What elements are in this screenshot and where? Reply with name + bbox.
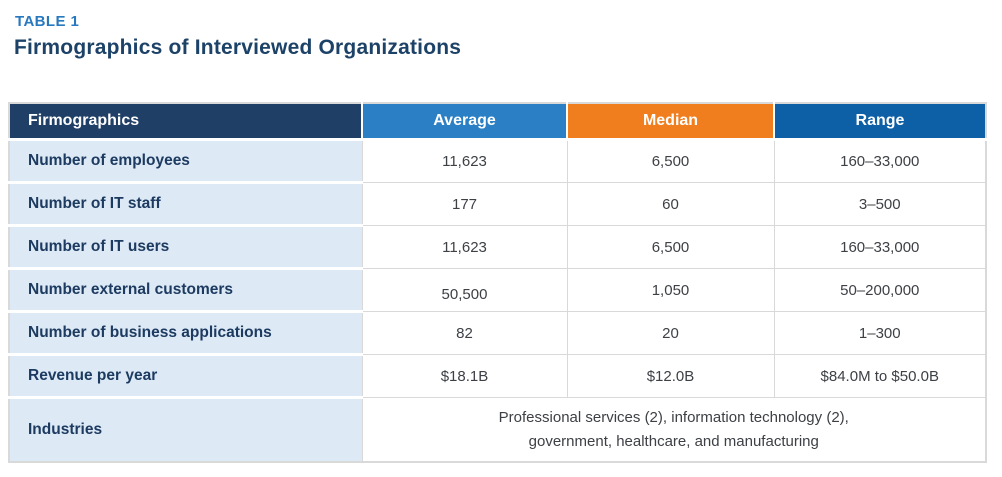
column-header-median: Median bbox=[566, 103, 774, 141]
range-value: 160–33,000 bbox=[774, 225, 986, 269]
column-header-firmographics: Firmographics bbox=[9, 103, 362, 141]
row-label: Number of employees bbox=[9, 139, 363, 184]
row-label: Number of IT users bbox=[9, 225, 363, 270]
average-value: $18.1B bbox=[362, 354, 568, 398]
row-label: Number of IT staff bbox=[9, 182, 363, 227]
header-row: Firmographics Average Median Range bbox=[9, 103, 986, 141]
row-label: Number of business applications bbox=[9, 311, 363, 356]
industries-value: Professional services (2), information t… bbox=[362, 398, 986, 463]
table-row: Number of IT users 11,623 6,500 160–33,0… bbox=[9, 225, 986, 270]
average-value: 82 bbox=[362, 311, 568, 355]
table-row: Number of business applications 82 20 1–… bbox=[9, 311, 986, 356]
table-row-industries: Industries Professional services (2), in… bbox=[9, 397, 986, 463]
range-value: 160–33,000 bbox=[774, 139, 986, 183]
page-title: Firmographics of Interviewed Organizatio… bbox=[14, 36, 462, 59]
average-value: 50,500 bbox=[362, 268, 568, 312]
average-value: 177 bbox=[362, 182, 568, 226]
column-header-average: Average bbox=[361, 103, 567, 141]
median-value: 6,500 bbox=[567, 139, 775, 183]
row-label: Industries bbox=[9, 397, 363, 462]
range-value: 1–300 bbox=[774, 311, 986, 355]
firmographics-table: Firmographics Average Median Range Numbe… bbox=[8, 102, 987, 463]
table-row: Number external customers 50,500 1,050 5… bbox=[9, 268, 986, 313]
median-value: 20 bbox=[567, 311, 775, 355]
median-value: 1,050 bbox=[567, 268, 775, 312]
range-value: 50–200,000 bbox=[774, 268, 986, 312]
average-value: 11,623 bbox=[362, 225, 568, 269]
median-value: 60 bbox=[567, 182, 775, 226]
row-label: Revenue per year bbox=[9, 354, 363, 399]
average-value: 11,623 bbox=[362, 139, 568, 183]
table-row: Revenue per year $18.1B $12.0B $84.0M to… bbox=[9, 354, 986, 399]
table-row: Number of employees 11,623 6,500 160–33,… bbox=[9, 139, 986, 184]
median-value: $12.0B bbox=[567, 354, 775, 398]
table-number-label: TABLE 1 bbox=[15, 13, 80, 30]
table-row: Number of IT staff 177 60 3–500 bbox=[9, 182, 986, 227]
average-value-text: 50,500 bbox=[441, 285, 488, 303]
range-value: $84.0M to $50.0B bbox=[774, 354, 986, 398]
row-label: Number external customers bbox=[9, 268, 363, 313]
industries-value-text: Professional services (2), information t… bbox=[498, 409, 849, 450]
column-header-range: Range bbox=[773, 103, 986, 141]
range-value: 3–500 bbox=[774, 182, 986, 226]
median-value: 6,500 bbox=[567, 225, 775, 269]
